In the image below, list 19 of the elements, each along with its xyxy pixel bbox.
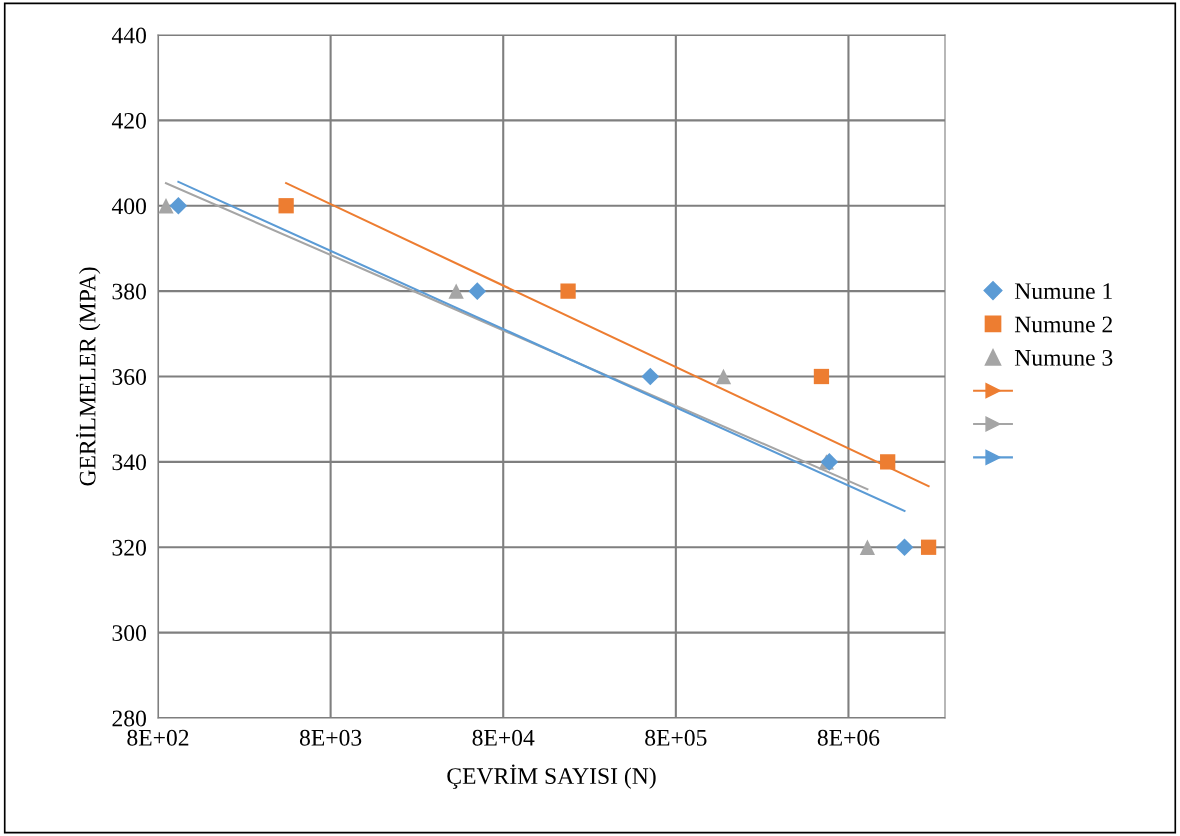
y-axis-title: GERİLMELER (MPA) (75, 267, 101, 486)
y-tick-label: 400 (111, 198, 146, 215)
legend-label: Numune 3 (1014, 349, 1113, 366)
x-tick-label: 8E+04 (472, 729, 535, 746)
legend-label: Numune 2 (1014, 316, 1112, 333)
x-tick-label: 8E+06 (817, 729, 880, 746)
x-tick-label: 8E+05 (645, 729, 707, 746)
legend-label: Numune 1 (1014, 283, 1112, 300)
y-tick-label: 420 (111, 112, 146, 129)
y-tick-label: 360 (112, 368, 146, 385)
x-tick-label: 8E+03 (299, 729, 362, 746)
x-tick-label: 8E+02 (127, 729, 189, 746)
y-tick-label: 280 (112, 710, 146, 727)
y-tick-label: 320 (112, 539, 146, 556)
x-axis-title: ÇEVRİM SAYISI (N) (447, 764, 656, 789)
y-tick-label: 300 (112, 625, 146, 642)
y-tick-label: 340 (112, 454, 146, 471)
y-tick-label: 380 (112, 283, 146, 300)
y-tick-label: 440 (111, 27, 146, 44)
